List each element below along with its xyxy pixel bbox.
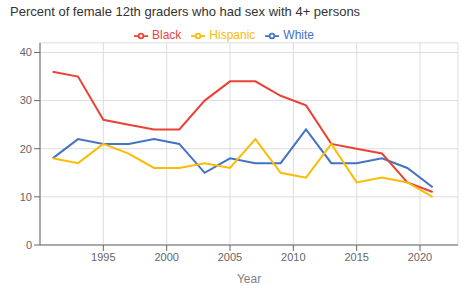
svg-text:40: 40 [20,46,32,58]
svg-text:2000: 2000 [154,251,178,263]
svg-text:1995: 1995 [91,251,115,263]
svg-text:20: 20 [20,143,32,155]
svg-text:0: 0 [26,239,32,251]
html-text:Black: Black [152,28,182,42]
svg-text:2005: 2005 [218,251,242,263]
svg-text:2020: 2020 [408,251,432,263]
svg-text:Year: Year [237,272,261,286]
html-text:White: White [283,28,314,42]
svg-text:10: 10 [20,191,32,203]
svg-text:2015: 2015 [344,251,368,263]
html-text:Percent of female 12th graders: Percent of female 12th graders who had s… [10,4,361,19]
svg-text:2010: 2010 [281,251,305,263]
html-text:Hispanic: Hispanic [209,28,256,42]
svg-text:30: 30 [20,94,32,106]
